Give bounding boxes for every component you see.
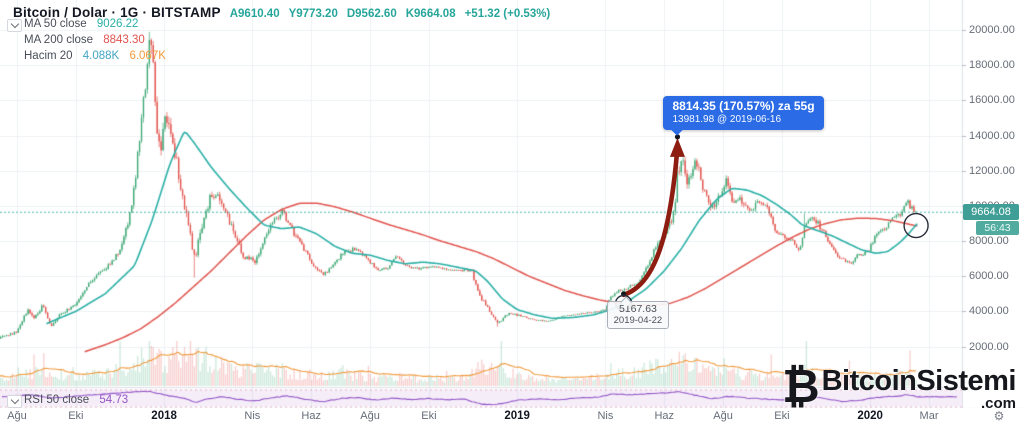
x-axis-tick-label: 2020	[857, 410, 883, 422]
x-axis-tick-label: Ağu	[360, 410, 380, 422]
trend-start-label[interactable]: 5167.63 2019-04-22	[606, 296, 670, 329]
x-axis-tick-label: Eki	[421, 410, 437, 422]
quote-close: K9664.08	[405, 8, 456, 20]
callout-change-text: 8814.35 (170.57%) za 55g	[672, 98, 815, 113]
legend-ma50[interactable]: MA 50 close 9026.22	[24, 18, 138, 30]
quote-open: A9610.40	[229, 8, 280, 20]
ma200-label: MA 200 close	[24, 34, 94, 46]
ma50-value: 9026.22	[96, 18, 139, 30]
bar-countdown-label: 56:43	[976, 220, 1019, 235]
trend-callout-annotation[interactable]: 8814.35 (170.57%) za 55g 13981.98 @ 2019…	[663, 95, 824, 136]
rsi-label: RSI 50 close	[24, 394, 90, 406]
watermark-logo: ₿ BitcoinSistemi .com	[782, 360, 1017, 412]
x-axis-tick-label: 2019	[504, 410, 530, 422]
legend-volume[interactable]: Hacim 20 4.088K 6.067K	[24, 50, 166, 62]
quote-change: +51.32 (+0.53%)	[464, 8, 551, 20]
y-axis-tick-label: 20000.00	[969, 24, 1015, 36]
x-axis-tick-label: Mar	[919, 410, 939, 422]
price-axis[interactable]: 9664.08 56:43 20000.00 18000.00 16000.00 14…	[962, 0, 1024, 408]
legend-rsi[interactable]: RSI 50 close 54.73	[24, 394, 128, 406]
y-axis-tick-label: 4000.00	[969, 305, 1009, 318]
rsi-collapse-chevron-icon[interactable]	[7, 395, 22, 408]
volume-ma-value: 6.067K	[129, 50, 166, 62]
x-axis-tick-label: Haz	[301, 410, 321, 422]
symbol-header: Bitcoin / Dolar · 1G · BITSTAMP A9610.40…	[13, 5, 550, 20]
ma50-label: MA 50 close	[24, 18, 87, 30]
x-axis-tick-label: Eki	[774, 410, 790, 422]
indicators-collapse-chevron-icon[interactable]	[7, 19, 22, 32]
volume-value: 4.088K	[82, 50, 120, 62]
watermark-name: BitcoinSistemi	[821, 365, 1017, 397]
time-axis[interactable]: Ağu Eki 2018 Nis Haz Ağu Eki 2019 Nis Haz Ağu Eki 20…	[0, 408, 1024, 425]
start-label-date: 2019-04-22	[613, 315, 663, 327]
bitcoin-symbol-icon: ₿	[782, 360, 820, 412]
quote-low: D9562.60	[346, 8, 397, 20]
x-axis-tick-label: Haz	[654, 410, 675, 422]
x-axis-tick-label: Ağu	[7, 410, 27, 422]
ma200-value: 8843.30	[103, 34, 145, 46]
legend-ma200[interactable]: MA 200 close 8843.30	[24, 34, 145, 46]
start-label-price: 5167.63	[618, 302, 657, 315]
x-axis-tick-label: Eki	[68, 410, 84, 422]
x-axis-tick-label: Nis	[597, 410, 614, 422]
watermark-tld: .com	[980, 395, 1016, 412]
y-axis-tick-label: 12000.00	[969, 164, 1015, 177]
x-axis-tick-label: Ağu	[713, 410, 733, 422]
quote-high: Y9773.20	[288, 8, 338, 20]
callout-price-date-text: 13981.98 @ 2019-06-16	[672, 113, 782, 125]
y-axis-tick-label: 2000.00	[969, 340, 1009, 353]
volume-label: Hacim 20	[24, 50, 73, 62]
y-axis-tick-label: 16000.00	[969, 94, 1015, 107]
symbol-title[interactable]: Bitcoin / Dolar · 1G · BITSTAMP	[13, 5, 221, 20]
x-axis-tick-label: 2018	[151, 410, 177, 422]
axis-settings-gear-icon[interactable]: ⚙	[993, 409, 1005, 423]
y-axis-tick-label: 6000.00	[969, 270, 1009, 283]
y-axis-tick-label: 14000.00	[969, 129, 1015, 142]
x-axis-tick-label: Nis	[244, 410, 261, 422]
y-axis-tick-label: 8000.00	[969, 235, 1009, 247]
current-price-label: 9664.08	[963, 203, 1019, 220]
y-axis-tick-label: 18000.00	[969, 59, 1015, 72]
rsi-value: 54.73	[99, 394, 129, 406]
